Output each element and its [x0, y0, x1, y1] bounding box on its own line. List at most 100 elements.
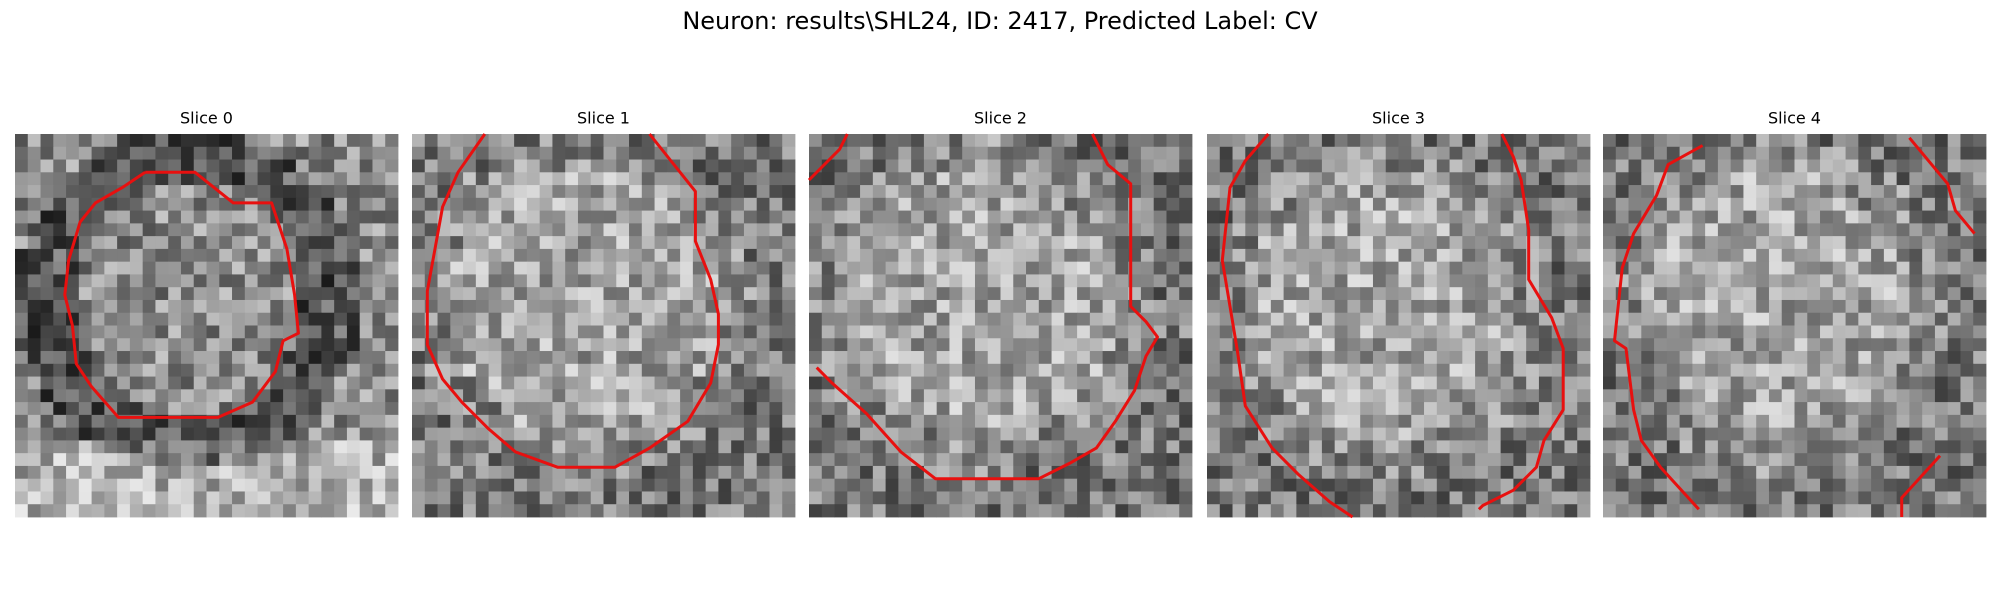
- pixel: [1845, 146, 1859, 160]
- pixel: [27, 159, 41, 173]
- pixel: [1756, 197, 1770, 211]
- pixel: [437, 427, 451, 441]
- pixel: [1372, 210, 1387, 224]
- pixel: [257, 172, 271, 186]
- pixel: [283, 312, 297, 326]
- pixel: [1309, 325, 1323, 339]
- pixel: [488, 478, 502, 492]
- pixel: [1500, 236, 1514, 250]
- pixel: [782, 185, 796, 199]
- pixel: [321, 274, 335, 288]
- pixel: [1883, 185, 1898, 199]
- pixel: [552, 363, 566, 377]
- pixel: [1832, 325, 1846, 339]
- pixel: [565, 236, 579, 250]
- pixel: [539, 146, 553, 160]
- pixel: [1309, 274, 1323, 288]
- pixel: [308, 491, 322, 505]
- pixel: [1615, 504, 1629, 518]
- pixel: [359, 172, 373, 186]
- pixel: [1207, 491, 1221, 505]
- pixel: [1270, 210, 1284, 224]
- pixel: [911, 134, 925, 148]
- pixel: [885, 325, 899, 339]
- pixel: [1500, 453, 1514, 467]
- pixel: [821, 197, 835, 211]
- pixel: [885, 402, 899, 416]
- pixel: [180, 159, 195, 173]
- pixel: [565, 159, 579, 173]
- pixel: [1436, 465, 1450, 480]
- pixel: [962, 338, 976, 352]
- pixel: [847, 146, 861, 160]
- pixel: [1000, 248, 1014, 263]
- pixel: [232, 172, 246, 186]
- pixel: [78, 453, 92, 467]
- pixel: [155, 236, 169, 250]
- pixel: [308, 236, 322, 250]
- pixel: [1089, 210, 1104, 224]
- pixel: [1309, 389, 1323, 403]
- pixel: [15, 427, 29, 441]
- pixel: [1526, 351, 1540, 365]
- pixel: [1411, 376, 1425, 390]
- pixel: [936, 491, 950, 505]
- pixel: [1462, 274, 1476, 288]
- pixel: [1551, 172, 1565, 186]
- pixel: [1513, 363, 1527, 377]
- pixel: [321, 491, 335, 505]
- pixel: [1909, 338, 1923, 352]
- pixel: [1424, 274, 1438, 288]
- pixel: [346, 491, 361, 505]
- pixel: [1768, 312, 1783, 326]
- pixel: [1385, 376, 1399, 390]
- pixel: [1064, 325, 1078, 339]
- pixel: [1270, 363, 1284, 377]
- pixel: [1883, 172, 1898, 186]
- pixel: [1398, 338, 1412, 352]
- pixel: [1038, 261, 1052, 275]
- pixel: [1820, 491, 1834, 505]
- pixel: [1871, 325, 1885, 339]
- pixel: [1973, 363, 1987, 377]
- pixel: [1411, 491, 1425, 505]
- pixel: [155, 287, 169, 301]
- pixel: [1153, 223, 1167, 237]
- pixel: [539, 197, 553, 211]
- pixel: [885, 299, 899, 314]
- pixel: [1000, 299, 1014, 314]
- pixel: [78, 197, 92, 211]
- pixel: [1309, 287, 1323, 301]
- pixel: [1026, 453, 1040, 467]
- pixel: [1487, 197, 1502, 211]
- pixel: [283, 427, 297, 441]
- pixel: [424, 478, 438, 492]
- pixel: [1449, 159, 1463, 173]
- pixel: [219, 504, 233, 518]
- pixel: [885, 363, 899, 377]
- pixel: [1947, 440, 1961, 454]
- pixel: [1321, 287, 1336, 301]
- pixel: [782, 389, 796, 403]
- pixel: [488, 453, 502, 467]
- pixel: [526, 172, 541, 186]
- pixel: [15, 414, 29, 429]
- pixel: [1321, 491, 1336, 505]
- pixel: [1166, 223, 1180, 237]
- pixel: [1487, 465, 1502, 480]
- pixel: [526, 376, 541, 390]
- pixel: [66, 402, 80, 416]
- pixel: [1845, 287, 1859, 301]
- pixel: [526, 223, 541, 237]
- pixel: [1922, 363, 1936, 377]
- pixel: [1258, 236, 1272, 250]
- pixel: [295, 504, 310, 518]
- pixel: [1934, 402, 1949, 416]
- pixel: [1207, 210, 1221, 224]
- pixel: [1564, 504, 1578, 518]
- pixel: [359, 134, 373, 148]
- pixel: [1064, 159, 1078, 173]
- pixel: [1219, 134, 1233, 148]
- pixel: [809, 427, 823, 441]
- pixel: [1436, 453, 1450, 467]
